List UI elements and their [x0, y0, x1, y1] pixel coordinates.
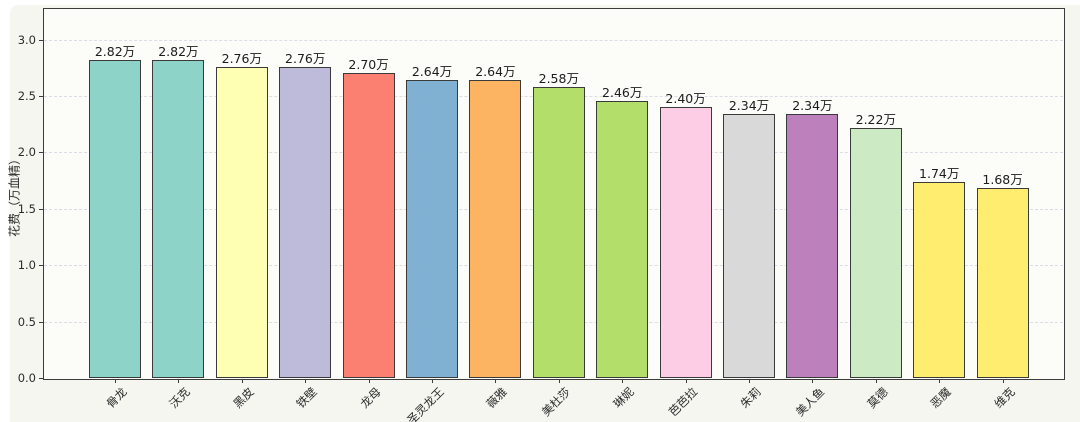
bar-value-label: 2.64万: [475, 64, 516, 80]
gridline: [44, 39, 1063, 41]
y-tick-label: 0.0: [17, 371, 36, 385]
x-tick-mark: [558, 379, 560, 383]
x-tick-mark: [432, 379, 433, 383]
x-tick-mark: [178, 379, 180, 383]
bar: [913, 181, 966, 378]
bar-value-label: 2.82万: [94, 43, 136, 59]
y-tick-label: 1.0: [17, 258, 36, 273]
bar-value-label: 2.22万: [855, 111, 896, 127]
bar-value-label: 2.40万: [665, 91, 706, 107]
y-tick-label: 2.5: [17, 88, 36, 103]
bar-value-label: 2.76万: [285, 50, 326, 66]
x-tick-mark: [622, 379, 624, 383]
bar: [849, 127, 902, 378]
y-tick-mark: [39, 152, 43, 154]
bar: [532, 86, 585, 378]
bar-value-label: 2.70万: [348, 57, 389, 73]
y-tick-mark: [39, 208, 43, 210]
bar: [723, 114, 775, 378]
x-tick-mark: [875, 379, 877, 383]
y-tick-label: 1.5: [17, 201, 36, 216]
bar-value-label: 2.58万: [538, 70, 579, 86]
bar: [659, 107, 712, 378]
y-axis-label: 花费（万血精）: [7, 152, 22, 238]
x-tick-mark: [305, 379, 307, 383]
bar-value-label: 2.82万: [158, 43, 199, 59]
x-tick-mark: [241, 379, 243, 383]
y-tick-mark: [39, 95, 43, 97]
bar-value-label: 1.74万: [919, 165, 960, 181]
bar: [406, 80, 458, 378]
y-tick-mark: [39, 265, 43, 267]
bar-value-label: 1.68万: [982, 172, 1023, 188]
y-tick-mark: [39, 378, 43, 379]
x-tick-mark: [495, 379, 497, 383]
y-tick-label: 3.0: [17, 32, 36, 47]
bar: [976, 188, 1029, 378]
x-tick-mark: [368, 379, 370, 383]
bar-value-label: 2.46万: [602, 84, 643, 100]
bar: [469, 80, 522, 378]
bar: [152, 59, 205, 378]
y-tick-mark: [39, 39, 43, 41]
x-tick-mark: [749, 379, 750, 383]
x-tick-mark: [939, 379, 941, 383]
bar: [215, 66, 268, 378]
bar: [279, 66, 332, 378]
bar-value-label: 2.76万: [221, 50, 262, 66]
bar-value-label: 2.34万: [792, 98, 833, 114]
y-tick-label: 2.0: [17, 145, 36, 160]
bar-value-label: 2.34万: [728, 98, 770, 114]
x-tick-mark: [1002, 379, 1004, 383]
x-tick-mark: [812, 379, 814, 383]
bar: [89, 59, 141, 378]
y-tick-label: 0.5: [17, 314, 36, 329]
bar: [786, 114, 839, 378]
x-tick-mark: [685, 379, 687, 383]
bar-value-label: 2.64万: [411, 64, 453, 80]
bar: [596, 100, 649, 378]
bar: [342, 73, 395, 378]
x-tick-mark: [115, 379, 116, 383]
y-tick-mark: [39, 321, 43, 323]
